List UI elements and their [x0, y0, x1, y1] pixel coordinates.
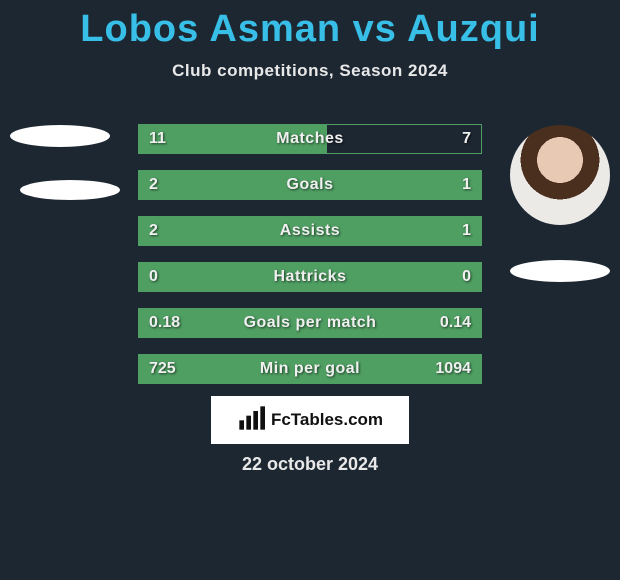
comparison-row: 00Hattricks: [138, 262, 482, 292]
comparison-row: 21Assists: [138, 216, 482, 246]
bar-label: Matches: [139, 125, 481, 153]
player-left-team-placeholder: [20, 180, 120, 200]
bar-label: Goals per match: [139, 309, 481, 337]
bar-chart-icon: [237, 404, 265, 437]
comparison-row: 21Goals: [138, 170, 482, 200]
brand-text: FcTables.com: [271, 410, 383, 430]
brand-badge: FcTables.com: [211, 396, 409, 444]
player-left-avatar-placeholder: [10, 125, 110, 147]
bar-label: Min per goal: [139, 355, 481, 383]
bar-label: Assists: [139, 217, 481, 245]
player-right-team-placeholder: [510, 260, 610, 282]
comparison-row: 117Matches: [138, 124, 482, 154]
footer-date: 22 october 2024: [0, 454, 620, 475]
comparison-row: 0.180.14Goals per match: [138, 308, 482, 338]
bar-label: Hattricks: [139, 263, 481, 291]
page-subtitle: Club competitions, Season 2024: [0, 61, 620, 81]
bar-label: Goals: [139, 171, 481, 199]
comparison-bars: 117Matches 21Goals 21Assists 00Hattricks 0.1…: [138, 124, 482, 400]
page-title: Lobos Asman vs Auzqui: [0, 0, 620, 51]
player-right-avatar: [510, 125, 610, 225]
comparison-row: 7251094Min per goal: [138, 354, 482, 384]
